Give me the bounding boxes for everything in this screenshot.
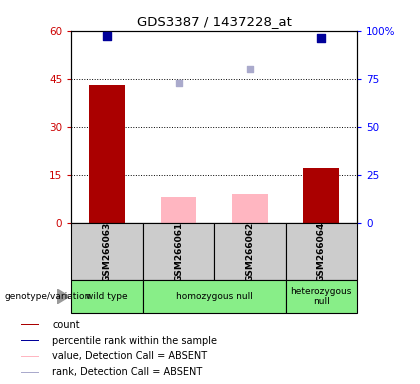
Text: GSM266062: GSM266062 [245,222,255,281]
Bar [21,372,39,373]
Bar [286,280,357,313]
Text: homozygous null: homozygous null [176,292,253,301]
Text: GSM266064: GSM266064 [317,221,326,282]
Text: heterozygous
null: heterozygous null [291,287,352,306]
Title: GDS3387 / 1437228_at: GDS3387 / 1437228_at [137,15,291,28]
Text: GSM266063: GSM266063 [102,222,112,281]
Bar [143,280,286,313]
Text: percentile rank within the sample: percentile rank within the sample [52,336,218,346]
Bar [143,223,214,280]
Bar [89,85,125,223]
Bar [21,340,39,341]
Text: rank, Detection Call = ABSENT: rank, Detection Call = ABSENT [52,367,203,377]
Point [104,33,110,40]
Bar [21,356,39,357]
Bar [21,324,39,325]
Text: genotype/variation: genotype/variation [4,292,90,301]
Text: count: count [52,320,80,330]
Polygon shape [57,289,69,304]
Bar [161,197,197,223]
Bar [71,223,143,280]
Text: GSM266061: GSM266061 [174,222,183,281]
Point [175,79,182,86]
Bar [214,223,286,280]
Bar [304,168,339,223]
Text: wild type: wild type [86,292,128,301]
Bar [232,194,268,223]
Bar [286,223,357,280]
Bar [71,280,143,313]
Text: value, Detection Call = ABSENT: value, Detection Call = ABSENT [52,351,207,361]
Point [247,66,253,72]
Point [318,35,325,41]
